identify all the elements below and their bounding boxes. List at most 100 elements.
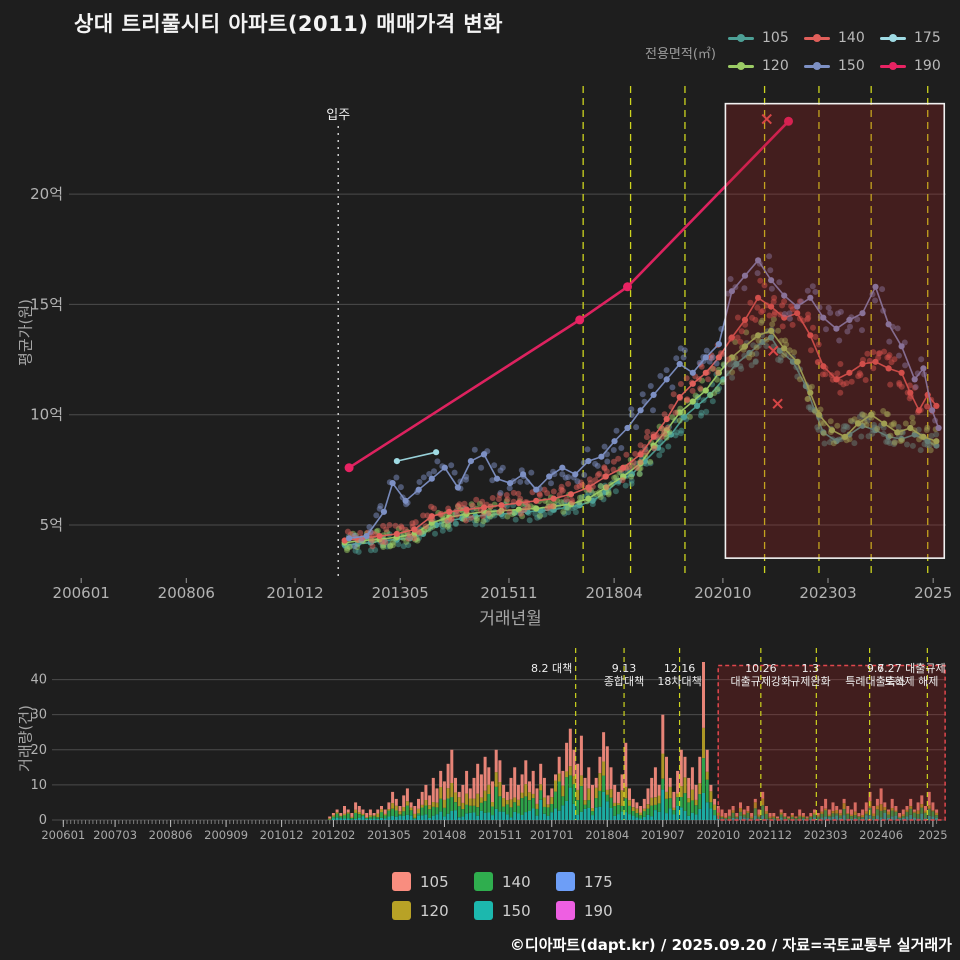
legend-swatch-square <box>392 872 411 891</box>
svg-text:12.16: 12.16 <box>664 662 696 675</box>
regulation-highlight-box-volume <box>717 664 946 821</box>
legend-swatch-line <box>880 34 906 42</box>
svg-text:20: 20 <box>30 743 47 758</box>
svg-text:18차대책: 18차대책 <box>657 675 701 688</box>
volume-legend-item-105[interactable]: 105 <box>392 872 474 891</box>
volume-bars <box>328 662 939 820</box>
price-legend: 전용면적(㎡) 105 140 175 120 150 190 <box>645 30 956 74</box>
footer-credit: ©디아파트(dapt.kr) / 2025.09.20 / 자료=국토교통부 실… <box>509 936 952 954</box>
svg-text:200806: 200806 <box>149 828 193 842</box>
svg-text:특례대출축소: 특례대출축소 <box>845 675 906 688</box>
legend-item-140[interactable]: 140 <box>804 30 880 46</box>
price-series-150 <box>346 253 942 549</box>
svg-text:200601: 200601 <box>41 828 85 842</box>
volume-legend-item-140[interactable]: 140 <box>474 872 556 891</box>
price-legend-items: 105 140 175 120 150 190 <box>728 30 956 74</box>
svg-text:2025: 2025 <box>914 584 952 602</box>
volume-legend-item-175[interactable]: 175 <box>556 872 638 891</box>
legend-label: 120 <box>762 58 789 74</box>
svg-text:6.27 대출규제: 6.27 대출규제 <box>877 662 945 675</box>
y-axis-label-volume: 거래량(건) <box>16 705 35 772</box>
volume-legend-item-120[interactable]: 120 <box>392 901 474 920</box>
svg-text:종합대책: 종합대책 <box>604 675 644 688</box>
legend-label: 105 <box>762 30 789 46</box>
volume-legend-item-150[interactable]: 150 <box>474 901 556 920</box>
svg-text:202112: 202112 <box>748 828 792 842</box>
legend-swatch-line <box>728 62 754 70</box>
svg-text:9.7: 9.7 <box>867 662 885 675</box>
legend-label: 150 <box>502 901 531 920</box>
svg-text:20억: 20억 <box>30 185 63 203</box>
svg-text:201701: 201701 <box>530 828 574 842</box>
legend-swatch-square <box>474 901 493 920</box>
legend-label: 175 <box>914 30 941 46</box>
svg-text:201804: 201804 <box>585 584 642 602</box>
legend-label: 190 <box>584 901 613 920</box>
svg-text:토허제 해제: 토허제 해제 <box>884 674 938 688</box>
svg-text:규제완화: 규제완화 <box>790 675 830 688</box>
svg-text:200703: 200703 <box>93 828 137 842</box>
legend-swatch-square <box>556 872 575 891</box>
regulation-highlight-box-price <box>724 102 946 559</box>
svg-text:200909: 200909 <box>204 828 248 842</box>
svg-text:201804: 201804 <box>585 828 629 842</box>
svg-text:0: 0 <box>39 813 47 828</box>
svg-text:1.3: 1.3 <box>802 662 820 675</box>
svg-text:202010: 202010 <box>694 584 751 602</box>
svg-text:10.26: 10.26 <box>745 662 777 675</box>
svg-text:202010: 202010 <box>696 828 740 842</box>
legend-label: 140 <box>502 872 531 891</box>
legend-swatch-square <box>474 872 493 891</box>
legend-item-120[interactable]: 120 <box>728 58 804 74</box>
legend-item-105[interactable]: 105 <box>728 30 804 46</box>
legend-label: 190 <box>914 58 941 74</box>
x-axis-label: 거래년월 <box>479 609 542 629</box>
legend-swatch-line <box>804 34 830 42</box>
price-series-140 <box>341 277 940 550</box>
y-axis-label-price: 평균가(원) <box>16 299 35 366</box>
legend-label: 105 <box>420 872 449 891</box>
legend-label: 140 <box>838 30 865 46</box>
svg-text:201305: 201305 <box>367 828 411 842</box>
svg-text:200806: 200806 <box>158 584 215 602</box>
svg-text:201012: 201012 <box>266 584 323 602</box>
svg-text:8.2 대책: 8.2 대책 <box>531 662 572 675</box>
legend-item-175[interactable]: 175 <box>880 30 956 46</box>
svg-text:201305: 201305 <box>372 584 429 602</box>
svg-text:10억: 10억 <box>30 406 63 424</box>
legend-swatch-line <box>804 62 830 70</box>
svg-text:9.13: 9.13 <box>612 662 637 675</box>
svg-text:15억: 15억 <box>30 295 63 313</box>
legend-swatch-square <box>392 901 411 920</box>
svg-text:입주: 입주 <box>326 108 350 123</box>
svg-text:201511: 201511 <box>480 584 537 602</box>
svg-text:200601: 200601 <box>53 584 110 602</box>
price-grid: 5억 10억 15억 20억 200601 200806 201012 201305 20151… <box>30 185 952 602</box>
svg-text:201907: 201907 <box>641 828 685 842</box>
svg-text:대출규제강화: 대출규제강화 <box>730 675 791 688</box>
legend-item-150[interactable]: 150 <box>804 58 880 74</box>
legend-label: 175 <box>584 872 613 891</box>
legend-swatch-square <box>556 901 575 920</box>
price-series-190 <box>344 113 793 473</box>
volume-legend-item-190[interactable]: 190 <box>556 901 638 920</box>
legend-swatch-line <box>880 62 906 70</box>
volume-grid: 0 10 20 30 40 200601 200703 200806 200909 201012 2… <box>30 673 947 842</box>
svg-text:202406: 202406 <box>859 828 903 842</box>
legend-title: 전용면적(㎡) <box>645 46 716 62</box>
legend-label: 150 <box>838 58 865 74</box>
svg-text:201012: 201012 <box>260 828 304 842</box>
move-in-line: 입주 <box>326 108 350 578</box>
legend-swatch-line <box>728 34 754 42</box>
svg-text:202303: 202303 <box>799 584 856 602</box>
svg-text:40: 40 <box>30 673 47 688</box>
svg-text:10: 10 <box>30 778 47 793</box>
page-title: 상대 트리풀시티 아파트(2011) 매매가격 변화 <box>74 12 504 36</box>
legend-item-190[interactable]: 190 <box>880 58 956 74</box>
svg-text:202303: 202303 <box>804 828 848 842</box>
legend-label: 120 <box>420 901 449 920</box>
price-series-175 <box>393 449 440 465</box>
